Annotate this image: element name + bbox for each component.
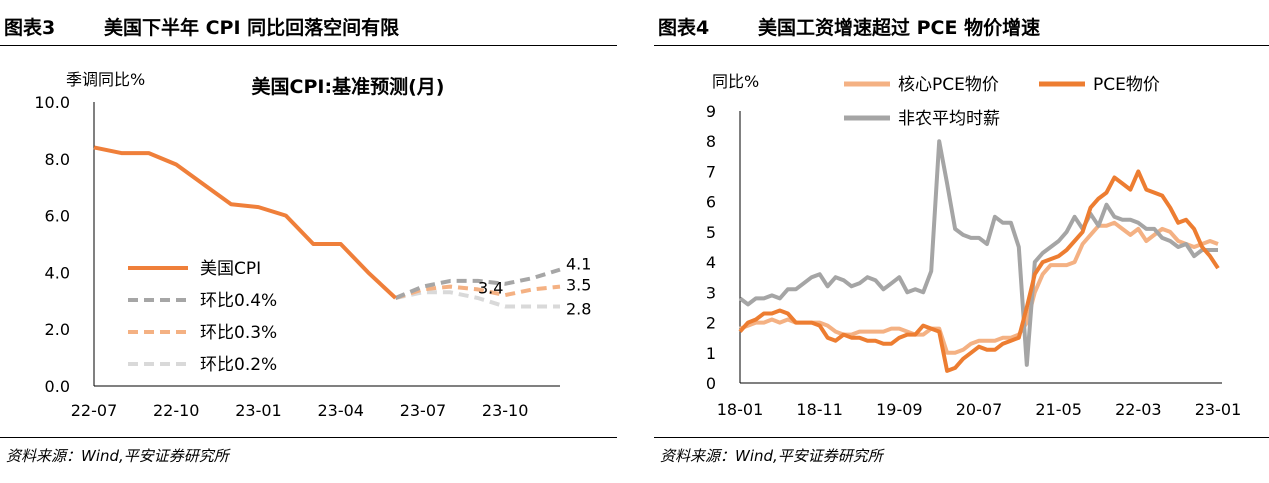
right-figure-number: 图表4 <box>658 16 710 39</box>
left-series-line-1 <box>394 267 561 300</box>
right-x-tick-label: 20-07 <box>956 400 1003 419</box>
left-y-tick-label: 0.0 <box>45 377 70 396</box>
left-mid-value-label: 3.4 <box>478 278 503 297</box>
right-figure-header: 图表4 美国工资增速超过 PCE 物价增速 <box>654 8 1269 44</box>
left-series-line-0 <box>93 145 397 300</box>
left-legend-label-3: 环比0.2% <box>200 355 277 375</box>
right-legend-label-1: PCE物价 <box>1093 75 1160 95</box>
right-y-tick-label: 5 <box>706 223 716 242</box>
right-y-tick-label: 6 <box>706 193 716 212</box>
left-y-tick-label: 10.0 <box>34 93 70 112</box>
left-figure-title: 美国下半年 CPI 同比回落空间有限 <box>104 16 400 39</box>
left-y-tick-label: 4.0 <box>45 263 70 282</box>
left-x-tick-label: 23-10 <box>482 401 529 420</box>
right-series-line-1 <box>738 169 1220 373</box>
left-y-tick-label: 6.0 <box>45 207 70 226</box>
right-legend-label-2: 非农平均时薪 <box>898 109 1000 129</box>
left-series-line-3 <box>395 290 560 309</box>
left-legend-label-1: 环比0.4% <box>200 291 277 311</box>
left-y-axis-label: 季调同比% <box>66 70 145 89</box>
left-y-tick-label: 8.0 <box>45 150 70 169</box>
left-figure-header: 图表3 美国下半年 CPI 同比回落空间有限 <box>0 8 617 44</box>
left-x-tick-label: 22-07 <box>71 401 118 420</box>
left-footer-rule <box>0 437 617 438</box>
left-x-tick-label: 23-07 <box>400 401 447 420</box>
right-figure-title: 美国工资增速超过 PCE 物价增速 <box>758 16 1041 39</box>
left-chart-title: 美国CPI:基准预测(月) <box>252 75 445 98</box>
right-legend-label-0: 核心PCE物价 <box>898 75 999 95</box>
right-y-tick-label: 3 <box>706 283 716 302</box>
right-y-axis-label: 同比% <box>712 72 759 91</box>
left-source-note: 资料来源：Wind,平安证券研究所 <box>6 447 229 465</box>
right-x-tick-label: 19-09 <box>876 400 923 419</box>
right-y-tick-label: 0 <box>706 374 716 393</box>
right-x-tick-label: 18-11 <box>796 400 843 419</box>
right-wage-pce-chart: 同比% 0 1 2 3 4 5 6 7 8 9 18-01 18-11 19-09 20-07 21-05 2… <box>706 72 1242 419</box>
left-series-line-2 <box>394 284 561 300</box>
right-series-line-0 <box>739 220 1219 355</box>
left-y-tick-label: 2.0 <box>45 320 70 339</box>
left-end-value-label: 3.5 <box>566 276 591 295</box>
right-series-line-2 <box>738 139 1218 367</box>
left-header-rule <box>0 45 617 46</box>
left-end-value-label: 4.1 <box>566 255 591 274</box>
right-figure-panel: 图表4 美国工资增速超过 PCE 物价增速 同比% 0 1 2 3 4 5 6 7 8 9 18-0… <box>654 0 1269 483</box>
left-x-tick-label: 23-04 <box>317 401 364 420</box>
left-x-tick-label: 23-01 <box>235 401 282 420</box>
left-figure-number: 图表3 <box>4 16 56 39</box>
right-x-tick-label: 18-01 <box>717 400 764 419</box>
right-y-tick-label: 4 <box>706 253 716 272</box>
right-y-tick-label: 8 <box>706 132 716 151</box>
right-y-tick-label: 2 <box>706 314 716 333</box>
right-source-note: 资料来源：Wind,平安证券研究所 <box>660 447 883 465</box>
right-x-tick-label: 21-05 <box>1035 400 1082 419</box>
right-header-rule <box>654 45 1269 46</box>
right-footer-rule <box>654 437 1269 438</box>
left-cpi-chart: 季调同比% 美国CPI:基准预测(月) 0.0 2.0 4.0 6.0 8.0 10.0 2… <box>34 70 591 420</box>
right-y-tick-label: 1 <box>706 344 716 363</box>
right-x-tick-label: 23-01 <box>1195 400 1242 419</box>
right-x-tick-label: 22-03 <box>1115 400 1162 419</box>
left-x-tick-label: 22-10 <box>153 401 200 420</box>
left-legend-label-2: 环比0.3% <box>200 323 277 343</box>
right-y-tick-label: 7 <box>706 162 716 181</box>
left-figure-panel: 图表3 美国下半年 CPI 同比回落空间有限 季调同比% 美国CPI:基准预测(… <box>0 0 617 483</box>
left-legend-label-0: 美国CPI <box>200 259 261 279</box>
left-end-value-label: 2.8 <box>566 299 591 318</box>
right-y-tick-label: 9 <box>706 102 716 121</box>
